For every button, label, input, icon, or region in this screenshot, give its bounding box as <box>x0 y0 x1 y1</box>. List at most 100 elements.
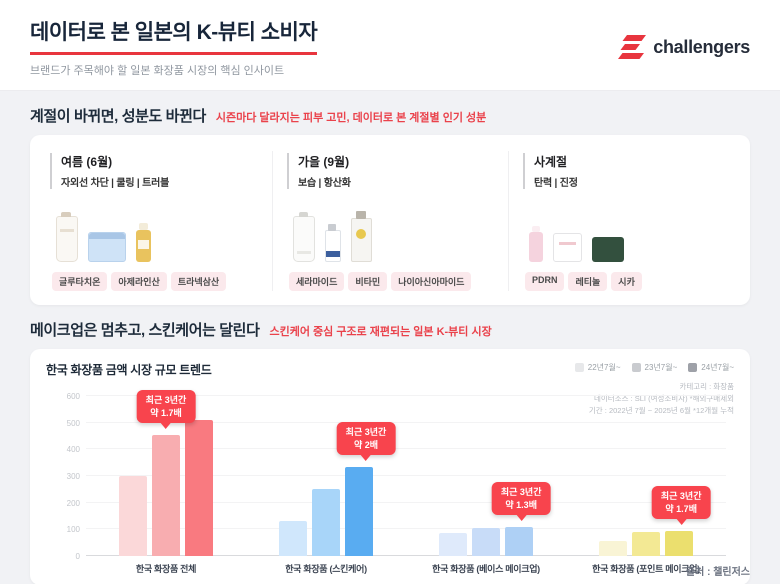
gridline <box>86 528 726 530</box>
page-title: 데이터로 본 일본의 K-뷰티 소비자 <box>30 16 318 55</box>
bar <box>632 532 660 556</box>
bar-cluster <box>439 396 533 556</box>
ingredient-tag: 레티놀 <box>568 272 608 291</box>
legend-label: 24년7월~ <box>701 363 734 372</box>
chart-meta-line: 기간 : 2022년 7월 ~ 2025년 6월 *12개월 누적 <box>588 406 734 415</box>
gridline <box>86 501 726 503</box>
market-section-note: 스킨케어 중심 구조로 재편되는 일본 K-뷰티 시장 <box>269 326 492 338</box>
bar <box>472 528 500 556</box>
y-axis-tick: 600 <box>66 392 80 401</box>
cica-box-image <box>591 237 624 262</box>
vitamin-dropper-image <box>324 224 341 262</box>
legend-swatch <box>688 363 698 372</box>
title-block: 데이터로 본 일본의 K-뷰티 소비자 브랜드가 주목해야 할 일본 화장품 시… <box>30 16 318 78</box>
callout-badge: 최근 3년간 약 1.7배 <box>136 390 196 429</box>
season-title: 가을 (9월) <box>297 155 350 169</box>
ingredient-tag: 시카 <box>611 272 642 291</box>
ingredient-tag: 세라마이드 <box>288 272 345 291</box>
callout-line1: 최근 3년간 <box>345 427 387 438</box>
bar-cluster <box>119 396 213 556</box>
niacinamide-dropper-image <box>350 211 372 262</box>
gridline <box>86 475 726 476</box>
season-title: 여름 (6월) <box>61 155 113 169</box>
legend-swatch <box>631 363 641 372</box>
chart-plot: 최근 3년간 약 1.7배 최근 3년간 약 2배 최근 3년간 약 1.3배 최근 3년간… <box>67 390 726 561</box>
ingredient-tag: 나이아신아마이드 <box>391 272 472 291</box>
season-header: 가을 (9월) 보습 | 항산화 <box>286 153 494 189</box>
chart-card: 한국 화장품 금액 시장 규모 트렌드 22년7월~ 23년7월~ 24년7월~… <box>30 349 750 584</box>
bar <box>505 526 533 556</box>
callout-line2: 약 1.7배 <box>665 503 697 514</box>
page-header: 데이터로 본 일본의 K-뷰티 소비자 브랜드가 주목해야 할 일본 화장품 시… <box>0 0 780 91</box>
callout-arrow <box>160 422 171 429</box>
ingredient-tag: PDRN <box>524 272 565 291</box>
x-axis-label: 한국 화장품 (스킨케어) <box>285 564 367 574</box>
callout-line2: 약 1.3배 <box>505 499 537 510</box>
season-card: 여름 (6월) 자외선 차단 | 쿨링 | 트러블 글루타치온 아제라인산 트라… <box>30 135 750 305</box>
bar <box>439 533 467 556</box>
y-axis-tick: 200 <box>66 498 80 508</box>
bar <box>599 541 627 556</box>
season-keywords: 자외선 차단 | 쿨링 | 트러블 <box>61 178 170 189</box>
source-note: 출처 : 챌린저스 <box>685 567 750 578</box>
challengers-logo-icon <box>618 35 647 59</box>
season-column-allseason: 사계절 탄력 | 진정 PDRN 레티놀 시카 <box>507 151 744 291</box>
bar-cluster <box>279 396 373 556</box>
ingredient-tag: 트라넥삼산 <box>170 272 227 291</box>
y-axis-tick: 0 <box>75 552 80 561</box>
logo-text: challengers <box>653 36 750 57</box>
chart-groups: 최근 3년간 약 1.7배 최근 3년간 약 2배 최근 3년간 약 1.3배 최근 3년간… <box>86 390 726 556</box>
y-axis-tick: 400 <box>66 445 80 455</box>
product-images <box>287 202 494 262</box>
product-images <box>523 202 730 262</box>
market-section-header: 메이크업은 멈추고, 스킨케어는 달린다 스킨케어 중심 구조로 재편되는 일본… <box>30 319 750 340</box>
season-header: 여름 (6월) 자외선 차단 | 쿨링 | 트러블 <box>50 153 258 189</box>
chart-title: 한국 화장품 금액 시장 규모 트렌드 <box>46 363 212 377</box>
y-axis-tick: 300 <box>66 472 80 481</box>
challengers-logo: challengers <box>618 35 750 59</box>
x-axis-labels: 한국 화장품 전체 한국 화장품 (스킨케어) 한국 화장품 (베이스 메이크업) 한… <box>86 562 726 575</box>
callout-line2: 약 2배 <box>353 439 379 450</box>
ingredient-tags: 글루타치온 아제라인산 트라넥삼산 <box>50 272 258 291</box>
callout-badge: 최근 3년간 약 1.3배 <box>491 482 551 521</box>
bar <box>185 420 213 556</box>
ingredient-tag: 비타민 <box>348 272 388 291</box>
y-axis-tick: 500 <box>66 418 80 428</box>
chart-meta: 카테고리 : 화장품 데이터소스 : SLI (여성소비자) *해외구매제외 기… <box>589 381 734 417</box>
y-axis-tick: 100 <box>66 525 80 535</box>
gridline <box>86 555 726 556</box>
callout-line1: 최근 3년간 <box>660 491 702 502</box>
season-column-autumn: 가을 (9월) 보습 | 항산화 세라마이드 비타민 나이아신아마이드 <box>271 151 508 291</box>
pdrn-bottle-image <box>528 226 543 262</box>
x-axis-label: 한국 화장품 (포인트 메이크업) <box>592 564 700 574</box>
season-keywords: 보습 | 항산화 <box>297 178 351 189</box>
moisturizer-tube-image <box>292 212 315 262</box>
retinol-box-image <box>552 233 582 262</box>
bar <box>345 466 373 556</box>
callout-line1: 최근 3년간 <box>500 487 542 498</box>
season-section-title: 계절이 바뀌면, 성분도 바뀐다 <box>30 108 206 125</box>
callout-line2: 약 1.7배 <box>150 407 182 418</box>
x-axis-label: 한국 화장품 (베이스 메이크업) <box>432 564 540 574</box>
gridline <box>86 448 726 450</box>
gridline <box>86 421 726 423</box>
page-subtitle: 브랜드가 주목해야 할 일본 화장품 시장의 핵심 인사이트 <box>30 65 285 77</box>
callout-arrow <box>360 454 371 461</box>
callout-arrow <box>516 514 527 521</box>
chart-group: 최근 3년간 약 1.7배 <box>86 390 246 556</box>
chart-group: 최근 3년간 약 1.3배 <box>406 396 566 556</box>
bar <box>312 489 340 556</box>
season-column-summer: 여름 (6월) 자외선 차단 | 쿨링 | 트러블 글루타치온 아제라인산 트라… <box>36 151 272 291</box>
gridline <box>86 395 726 396</box>
ingredient-tags: 세라마이드 비타민 나이아신아마이드 <box>287 272 494 291</box>
bar <box>152 434 180 556</box>
x-axis-label: 한국 화장품 전체 <box>135 564 197 574</box>
legend-item: 24년7월~ <box>688 362 734 373</box>
legend-item: 23년7월~ <box>631 362 677 373</box>
cooling-box-image <box>88 232 126 262</box>
callout-badge: 최근 3년간 약 2배 <box>336 422 396 461</box>
callout-line1: 최근 3년간 <box>145 395 187 406</box>
bar-cluster <box>599 396 693 556</box>
sunscreen-tube-image <box>56 212 78 262</box>
ingredient-tag: 아제라인산 <box>111 272 167 291</box>
